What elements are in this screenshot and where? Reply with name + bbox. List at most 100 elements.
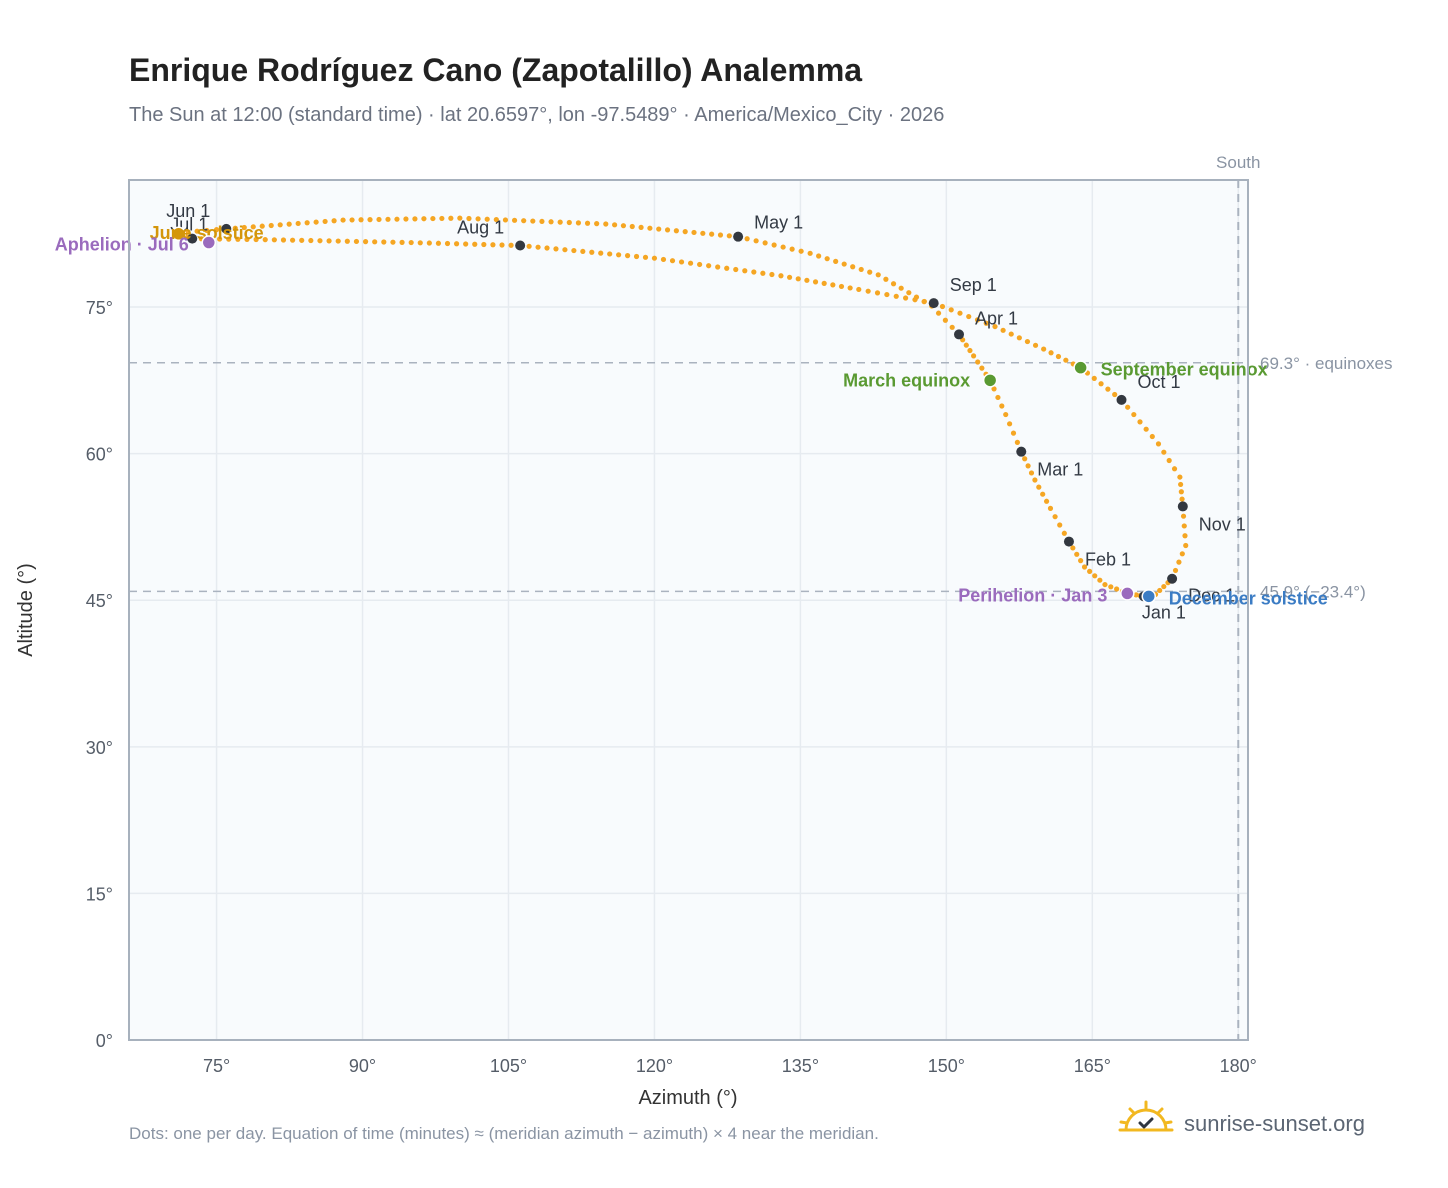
daily-dot: [502, 217, 509, 223]
daily-dot: [250, 224, 256, 230]
daily-dot: [780, 244, 786, 250]
daily-dot: [1028, 470, 1035, 476]
daily-dot: [539, 218, 545, 225]
chart-subtitle: The Sun at 12:00 (standard time) · lat 2…: [129, 104, 945, 126]
month-label: Apr 1: [975, 308, 1018, 328]
daily-dot: [1036, 484, 1042, 490]
month-label: Mar 1: [1037, 460, 1083, 480]
daily-dot: [912, 297, 918, 303]
daily-dot: [1108, 584, 1114, 590]
daily-dot: [299, 237, 305, 243]
daily-dot: [856, 286, 862, 293]
daily-dot: [584, 220, 591, 226]
daily-dot: [526, 243, 532, 249]
daily-dot: [1070, 545, 1076, 551]
x-tick-label: 120°: [636, 1056, 673, 1076]
daily-dot: [865, 288, 871, 294]
daily-dot: [1092, 573, 1098, 579]
daily-dot: [562, 247, 568, 253]
daily-dot: [271, 237, 277, 243]
daily-dot: [717, 232, 724, 238]
event-marker: [1141, 589, 1156, 604]
daily-dot: [724, 265, 730, 271]
month-marker: [928, 298, 939, 309]
daily-dot: [277, 222, 283, 228]
footer-note: Dots: one per day. Equation of time (min…: [129, 1124, 879, 1143]
brand[interactable]: sunrise-sunset.org: [1118, 1100, 1365, 1146]
event-label: June solstice: [150, 223, 264, 243]
month-marker: [1116, 394, 1127, 405]
daily-dot: [417, 240, 423, 246]
daily-dot: [967, 347, 973, 354]
x-tick-label: 135°: [782, 1056, 819, 1076]
daily-dot: [1177, 474, 1183, 480]
month-label: Dec 1: [1188, 586, 1235, 606]
daily-dot: [1000, 327, 1006, 333]
daily-dot: [367, 217, 373, 223]
daily-dot: [833, 258, 839, 264]
daily-dot: [448, 215, 454, 221]
y-tick-label: 15°: [86, 884, 113, 904]
daily-dot: [949, 324, 955, 330]
month-label: May 1: [754, 213, 803, 233]
daily-dot: [259, 223, 265, 229]
daily-dot: [975, 359, 981, 365]
y-tick-label: 75°: [86, 298, 113, 318]
plot-area: [129, 180, 1248, 1040]
daily-dot: [1052, 514, 1058, 520]
daily-dot: [1181, 523, 1187, 529]
daily-dot: [687, 260, 694, 266]
daily-dot: [786, 274, 793, 280]
daily-dot: [1105, 386, 1111, 392]
month-label: Sep 1: [950, 275, 997, 295]
month-label: Jan 1: [1142, 602, 1186, 622]
daily-dot: [753, 238, 759, 244]
daily-dot: [906, 290, 912, 296]
daily-dot: [1131, 411, 1137, 418]
daily-dot: [798, 248, 804, 254]
daily-dot: [1149, 433, 1155, 440]
daily-dot: [304, 220, 310, 226]
daily-dot: [629, 223, 635, 230]
daily-dot: [1171, 466, 1178, 472]
brand-name: sunrise-sunset.org: [1184, 1111, 1365, 1136]
daily-dot: [1003, 411, 1009, 418]
y-axis-label: Altitude (°): [15, 563, 37, 657]
daily-dot: [1097, 577, 1103, 583]
daily-dot: [850, 264, 856, 270]
daily-dot: [1055, 353, 1062, 360]
daily-dot: [1143, 426, 1149, 432]
daily-dot: [974, 317, 981, 323]
daily-dot: [598, 250, 604, 256]
daily-dot: [1057, 522, 1063, 528]
daily-dot: [715, 264, 721, 270]
daily-dot: [948, 307, 954, 313]
daily-dot: [966, 313, 972, 320]
daily-dot: [963, 342, 969, 348]
daily-dot: [1025, 463, 1031, 469]
daily-dot: [633, 253, 640, 260]
daily-dot: [1161, 449, 1167, 455]
daily-dot: [890, 281, 897, 287]
daily-dot: [1024, 338, 1031, 345]
daily-dot: [1043, 498, 1050, 504]
event-label: September equinox: [1101, 360, 1268, 380]
event-marker: [1073, 360, 1088, 375]
y-tick-label: 0°: [96, 1031, 113, 1051]
daily-dot: [226, 236, 232, 242]
daily-dot: [624, 253, 631, 259]
daily-dot: [1133, 592, 1139, 598]
daily-dot: [1063, 357, 1069, 363]
daily-dot: [1040, 491, 1046, 497]
daily-dot: [1061, 530, 1067, 536]
daily-dot: [1102, 581, 1108, 588]
daily-dot: [326, 238, 332, 244]
daily-dot: [362, 239, 369, 245]
daily-dot: [769, 271, 775, 278]
month-marker: [1167, 573, 1178, 584]
daily-dot: [530, 218, 536, 224]
daily-dot: [751, 269, 757, 275]
y-tick-label: 60°: [86, 445, 113, 465]
daily-dot: [589, 249, 595, 255]
